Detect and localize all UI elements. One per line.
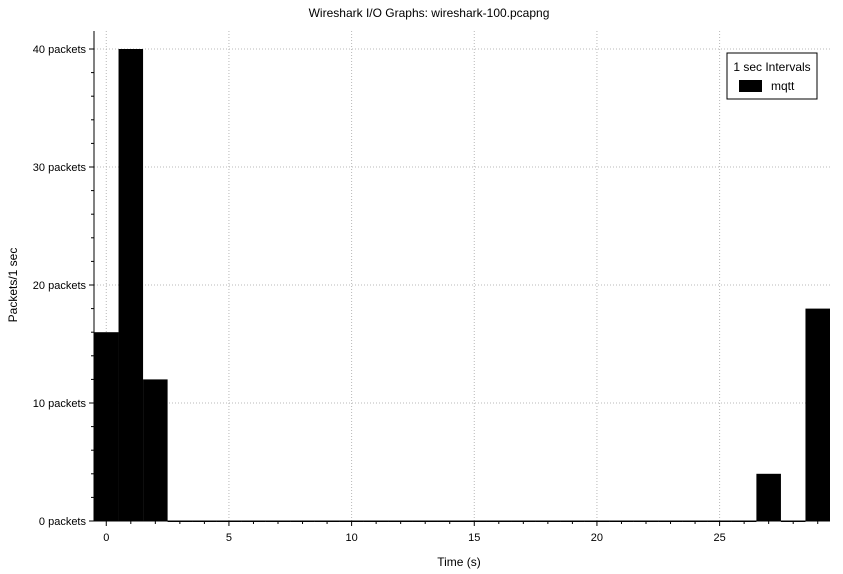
y-tick-label: 20 packets [33, 280, 87, 292]
y-tick-label: 10 packets [33, 398, 87, 410]
bars [94, 49, 830, 522]
x-tick-label: 0 [103, 532, 109, 544]
bar-mqtt [756, 473, 781, 521]
x-axis-label: Time (s) [437, 555, 481, 569]
grid [94, 31, 830, 522]
bar-mqtt [118, 49, 144, 521]
legend: 1 sec Intervals mqtt [726, 52, 818, 100]
legend-entry-mqtt: mqtt [771, 79, 795, 93]
bar-mqtt [143, 379, 168, 521]
x-tick-label: 10 [345, 532, 357, 544]
x-tick-label: 15 [468, 532, 480, 544]
y-tick-label: 40 packets [33, 44, 87, 56]
x-tick-label: 20 [591, 532, 603, 544]
bar-mqtt [805, 308, 830, 521]
axes [93, 31, 830, 522]
x-tick-label: 25 [713, 532, 725, 544]
ticks: 0 5 10 15 20 25 0 packets 10 packets 20 packets 3… [33, 44, 819, 544]
legend-swatch-mqtt [739, 80, 762, 92]
legend-title: 1 sec Intervals [733, 60, 810, 74]
chart-title: Wireshark I/O Graphs: wireshark-100.pcap… [309, 6, 550, 20]
y-tick-label: 30 packets [33, 162, 87, 174]
bar-mqtt [94, 332, 119, 521]
x-tick-label: 5 [226, 532, 232, 544]
y-axis-label: Packets/1 sec [6, 248, 20, 323]
y-tick-label: 0 packets [39, 516, 87, 528]
